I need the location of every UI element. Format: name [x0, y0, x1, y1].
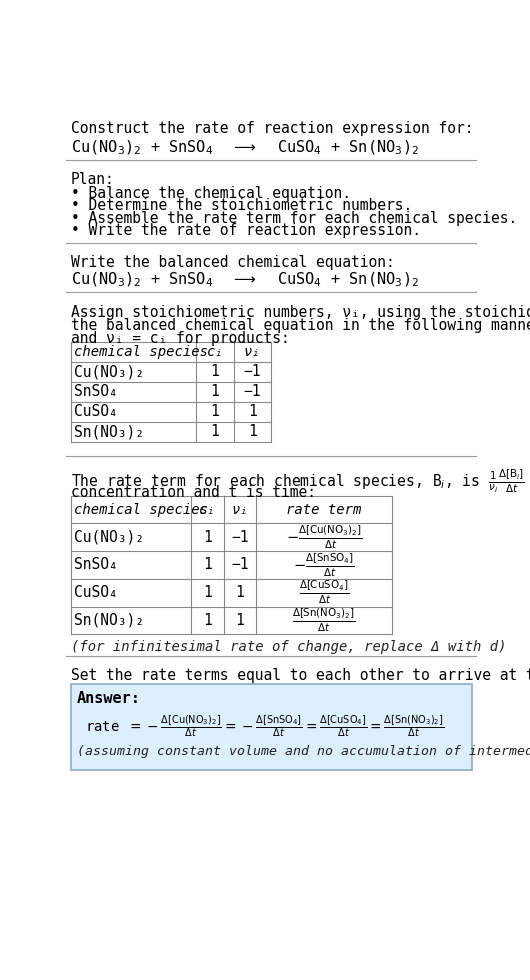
Text: $-\frac{\Delta[\mathrm{SnSO_4}]}{\Delta t}$: $-\frac{\Delta[\mathrm{SnSO_4}]}{\Delta …: [293, 551, 355, 579]
Text: • Write the rate of reaction expression.: • Write the rate of reaction expression.: [71, 223, 421, 238]
Text: $-\frac{\Delta[\mathrm{Cu(NO_3)_2}]}{\Delta t}$: $-\frac{\Delta[\mathrm{Cu(NO_3)_2}]}{\De…: [286, 523, 362, 551]
Text: The rate term for each chemical species, B$_i$, is $\frac{1}{\nu_i}\frac{\Delta[: The rate term for each chemical species,…: [71, 468, 530, 496]
Text: Cu(NO₃)₂: Cu(NO₃)₂: [74, 530, 144, 545]
Text: chemical species: chemical species: [74, 345, 208, 359]
Text: Construct the rate of reaction expression for:: Construct the rate of reaction expressio…: [71, 122, 473, 136]
Text: 1: 1: [235, 612, 244, 628]
Text: −1: −1: [243, 365, 261, 379]
Text: SnSO₄: SnSO₄: [74, 384, 118, 399]
Text: Write the balanced chemical equation:: Write the balanced chemical equation:: [71, 256, 395, 270]
Text: • Assemble the rate term for each chemical species.: • Assemble the rate term for each chemic…: [71, 211, 517, 225]
Text: • Balance the chemical equation.: • Balance the chemical equation.: [71, 186, 351, 201]
Text: −1: −1: [243, 384, 261, 399]
Text: 1: 1: [203, 558, 211, 572]
Text: −1: −1: [231, 530, 249, 545]
Text: 1: 1: [211, 365, 219, 379]
Text: 1: 1: [211, 384, 219, 399]
Text: rate $= -\frac{\Delta[\mathrm{Cu(NO_3)_2}]}{\Delta t} = -\frac{\Delta[\mathrm{Sn: rate $= -\frac{\Delta[\mathrm{Cu(NO_3)_2…: [85, 712, 444, 739]
Text: cᵢ: cᵢ: [207, 345, 224, 359]
Text: chemical species: chemical species: [74, 503, 208, 516]
Text: $\frac{\Delta[\mathrm{CuSO_4}]}{\Delta t}$: $\frac{\Delta[\mathrm{CuSO_4}]}{\Delta t…: [299, 579, 349, 607]
Text: 1: 1: [203, 585, 211, 600]
Text: • Determine the stoichiometric numbers.: • Determine the stoichiometric numbers.: [71, 198, 412, 214]
Text: 1: 1: [203, 612, 211, 628]
Text: rate term: rate term: [286, 503, 361, 516]
Text: Cu(NO$_3$)$_2$ + SnSO$_4$  $\longrightarrow$  CuSO$_4$ + Sn(NO$_3$)$_2$: Cu(NO$_3$)$_2$ + SnSO$_4$ $\longrightarr…: [71, 270, 419, 289]
Text: $\frac{\Delta[\mathrm{Sn(NO_3)_2}]}{\Delta t}$: $\frac{\Delta[\mathrm{Sn(NO_3)_2}]}{\Del…: [292, 607, 356, 634]
Text: 1: 1: [248, 424, 257, 439]
Text: 1: 1: [235, 585, 244, 600]
Text: Sn(NO₃)₂: Sn(NO₃)₂: [74, 424, 144, 439]
Text: 1: 1: [248, 404, 257, 419]
Text: 1: 1: [211, 424, 219, 439]
Text: CuSO₄: CuSO₄: [74, 404, 118, 419]
Text: the balanced chemical equation in the following manner: νᵢ = −cᵢ for reactants: the balanced chemical equation in the fo…: [71, 318, 530, 333]
Text: and νᵢ = cᵢ for products:: and νᵢ = cᵢ for products:: [71, 331, 290, 346]
Text: (for infinitesimal rate of change, replace Δ with d): (for infinitesimal rate of change, repla…: [71, 641, 506, 655]
Text: Answer:: Answer:: [77, 691, 141, 707]
Text: Assign stoichiometric numbers, νᵢ, using the stoichiometric coefficients, cᵢ, fr: Assign stoichiometric numbers, νᵢ, using…: [71, 305, 530, 319]
FancyBboxPatch shape: [71, 684, 472, 770]
Text: Plan:: Plan:: [71, 172, 114, 187]
Text: (assuming constant volume and no accumulation of intermediates or side products): (assuming constant volume and no accumul…: [77, 745, 530, 759]
Text: Cu(NO$_3$)$_2$ + SnSO$_4$  $\longrightarrow$  CuSO$_4$ + Sn(NO$_3$)$_2$: Cu(NO$_3$)$_2$ + SnSO$_4$ $\longrightarr…: [71, 138, 419, 157]
Text: cᵢ: cᵢ: [199, 503, 216, 516]
Text: concentration and t is time:: concentration and t is time:: [71, 485, 316, 500]
Text: 1: 1: [211, 404, 219, 419]
Text: Set the rate terms equal to each other to arrive at the rate expression:: Set the rate terms equal to each other t…: [71, 668, 530, 683]
Text: νᵢ: νᵢ: [232, 503, 248, 516]
Text: SnSO₄: SnSO₄: [74, 558, 118, 572]
Text: νᵢ: νᵢ: [244, 345, 261, 359]
Text: 1: 1: [203, 530, 211, 545]
Text: −1: −1: [231, 558, 249, 572]
Text: CuSO₄: CuSO₄: [74, 585, 118, 600]
Text: Cu(NO₃)₂: Cu(NO₃)₂: [74, 365, 144, 379]
Text: Sn(NO₃)₂: Sn(NO₃)₂: [74, 612, 144, 628]
